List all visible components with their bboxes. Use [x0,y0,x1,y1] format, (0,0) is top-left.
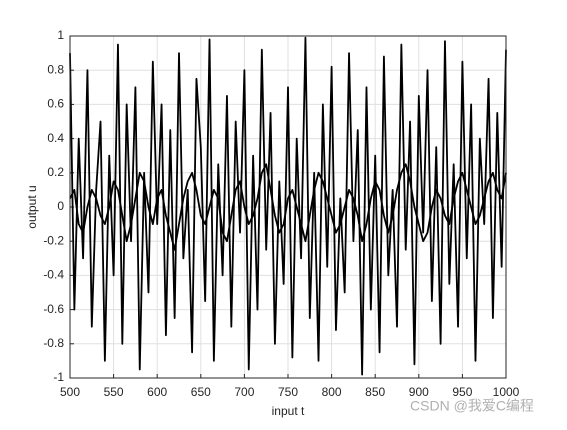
x-tick-label: 600 [147,385,167,399]
y-tick-label: 1 [57,28,64,42]
y-tick-label: -1 [53,370,64,384]
y-axis-label: output u [25,185,39,228]
x-tick-label: 800 [322,385,342,399]
y-tick-label: 0.4 [47,131,64,145]
data-line [69,163,507,251]
x-tick-label: 750 [278,385,298,399]
x-tick-label: 900 [409,385,429,399]
y-tick-label: 0.8 [47,62,64,76]
y-tick-label: 0 [57,199,64,213]
x-tick-label: 550 [104,385,124,399]
watermark: CSDN @我爱C编程 [410,398,534,414]
x-axis-label: input t [272,404,305,418]
x-tick-label: 950 [452,385,472,399]
x-tick-label: 850 [365,385,385,399]
y-tick-label: -0.8 [43,336,64,350]
y-tick-label: -0.6 [43,302,64,316]
x-tick-label: 1000 [493,385,520,399]
y-tick-label: 0.6 [47,97,64,111]
plot-frame [69,35,507,379]
x-tick-label: 650 [191,385,211,399]
y-tick-label: -0.2 [43,233,64,247]
x-tick-label: 700 [234,385,254,399]
y-tick-label: -0.4 [43,268,64,282]
y-tick-label: 0.2 [47,165,64,179]
x-tick-label: 500 [60,385,80,399]
data-line [69,36,507,376]
